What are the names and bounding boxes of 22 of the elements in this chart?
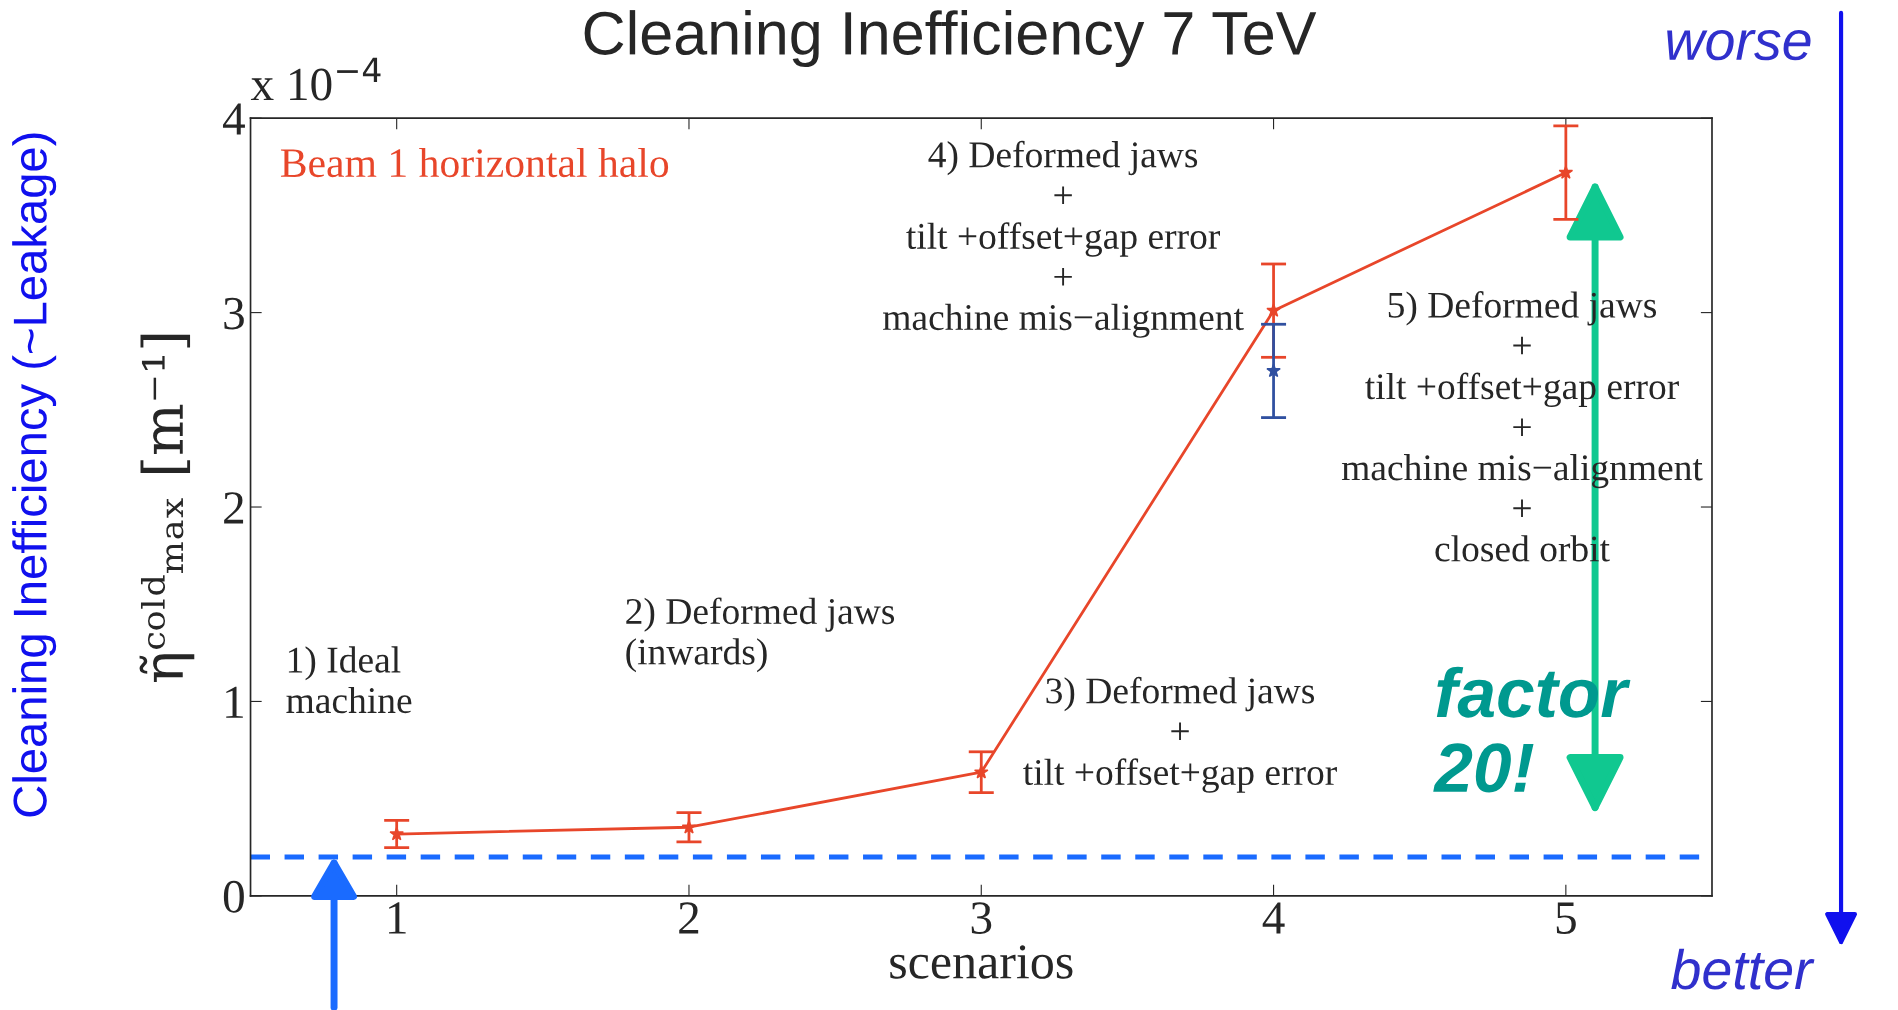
text: x 10$^{−4}$	[250, 57, 381, 101]
annotation: 3) Deformed jaws + tilt +offset+gap error	[1023, 676, 1337, 793]
x-tick-label: 3	[971, 902, 992, 934]
y-tick-label: 3	[224, 297, 244, 330]
text: better	[1671, 948, 1815, 990]
y-tick-label: 4	[222, 103, 245, 135]
y-axis-title: η̃ᶜᵒˡᵈₘₐₓ [m⁻¹]	[139, 334, 195, 682]
y-tick-label: 2	[224, 492, 244, 524]
x-axis-title: scenarios	[890, 945, 1073, 979]
text: worse	[1667, 29, 1811, 61]
chart-title: Cleaning Inefficiency 7 TeV	[584, 10, 1317, 68]
x-tick-label: 4	[1262, 902, 1285, 934]
x-tick-label: 5	[1556, 902, 1576, 934]
x-tick-label: 2	[679, 902, 699, 934]
y-tick-label: 0	[223, 880, 244, 913]
annotation: 2) Deformed jaws (inwards)	[626, 597, 895, 673]
annotation: 4) Deformed jaws + tilt +offset+gap error + machine mis−alignment	[883, 140, 1244, 338]
annotation: 1) Ideal machine	[286, 646, 412, 714]
x-tick-label: 1	[389, 902, 406, 934]
text: Beam 1 horizontal halo	[280, 147, 669, 178]
text: Cleaning Inefficiency (~Leakage)	[12, 133, 57, 817]
y-tick-label: 1	[226, 686, 243, 718]
